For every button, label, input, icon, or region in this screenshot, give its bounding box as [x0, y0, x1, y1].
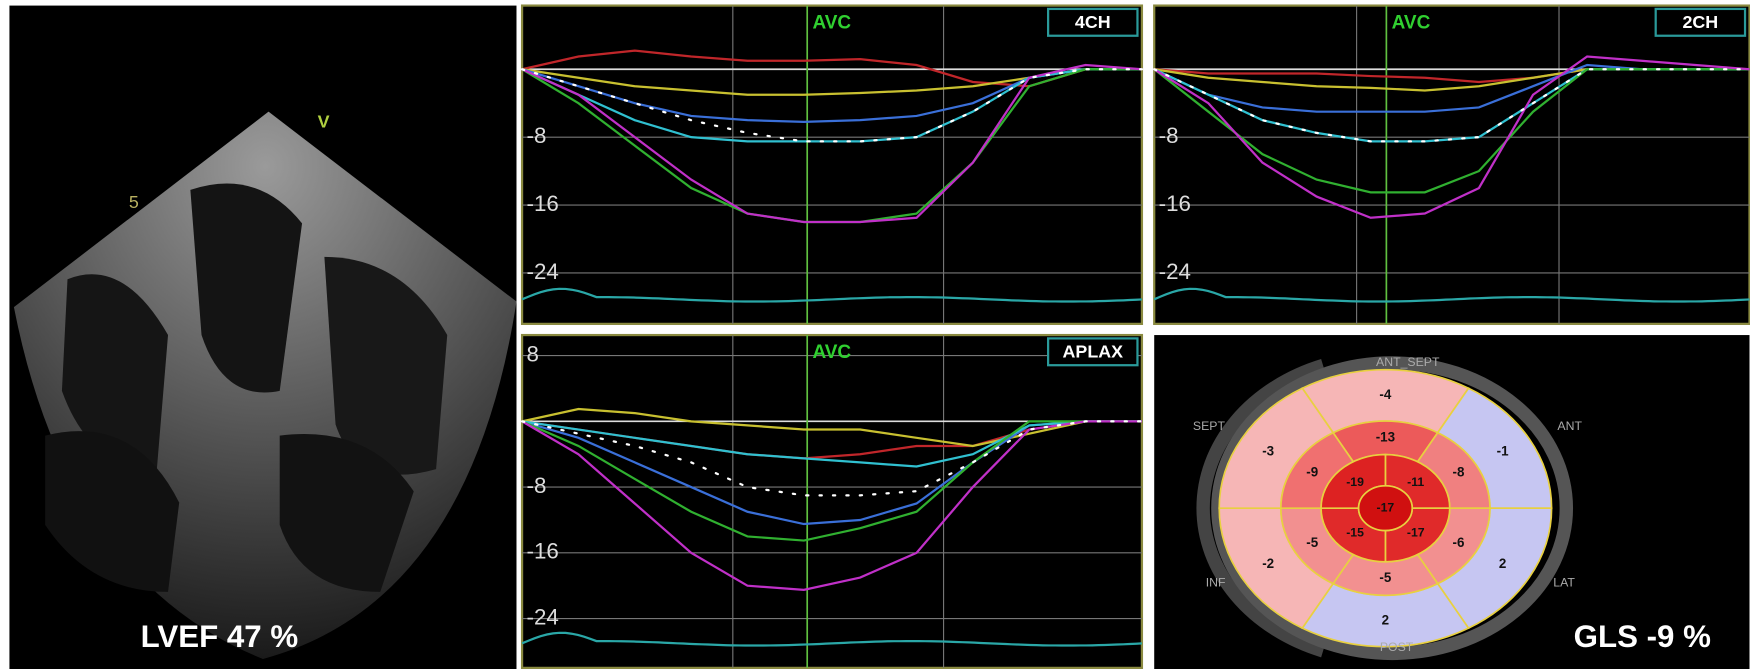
segment-value: -5 [1306, 535, 1318, 550]
view-label-box [1046, 7, 1139, 37]
segment-name: INF [1206, 575, 1226, 589]
y-tick-label: -16 [527, 191, 559, 216]
avc-annotation: AVC [812, 342, 851, 363]
segment-name: SEPT [1193, 419, 1226, 433]
segment-value: -11 [1407, 475, 1424, 489]
ecg-trace [521, 631, 1142, 647]
strain-curve [1153, 68, 1750, 194]
strain-curve [521, 420, 1142, 591]
y-tick-label: -8 [1159, 123, 1179, 148]
strain-curve [520, 68, 1144, 143]
avc-annotation: AVC [1392, 12, 1431, 33]
y-tick-label: -24 [1159, 259, 1191, 284]
echo-chamber [190, 183, 303, 393]
plot-background [1153, 4, 1750, 326]
view-label-box [1046, 337, 1139, 367]
strain-curve [521, 407, 1142, 448]
ecg-trace [521, 287, 1142, 303]
segment-value: -17 [1377, 500, 1395, 514]
y-tick-label: -16 [527, 539, 559, 564]
segment-value: 2 [1382, 613, 1389, 628]
segment-name: ANT [1557, 419, 1582, 433]
segment-value: -4 [1379, 387, 1391, 402]
y-tick-label: -24 [527, 259, 559, 284]
plot-background [520, 4, 1144, 326]
view-label: 4CH [1075, 12, 1111, 32]
depth-mark: 5 [129, 192, 139, 212]
segment-name: ANT_SEPT [1376, 355, 1440, 369]
avc-annotation: AVC [812, 12, 851, 33]
strain-curve [521, 63, 1143, 224]
gls-caption: GLS -9 % [1574, 619, 1711, 654]
segment-value: -2 [1262, 556, 1274, 571]
strain-curve [1153, 68, 1750, 143]
segment-value: -3 [1262, 443, 1274, 458]
orientation-marker: V [318, 112, 330, 132]
view-label: 2CH [1682, 12, 1718, 32]
echo-chamber [324, 256, 448, 475]
echo-chamber [45, 431, 180, 592]
view-label: APLAX [1063, 342, 1124, 362]
lvef-caption: LVEF 47 % [141, 619, 299, 654]
y-tick-label: -8 [527, 123, 547, 148]
plot-background [520, 333, 1144, 669]
segment-value: -13 [1376, 429, 1395, 444]
strain-curve [520, 420, 1144, 497]
echo-chamber [61, 274, 169, 470]
ecg-trace [1153, 287, 1750, 303]
view-label-box [1654, 7, 1747, 37]
bullseye-shadow-ring [1196, 359, 1326, 658]
echo-chamber [279, 433, 414, 592]
strain-curve [521, 420, 1142, 468]
bullseye-ring [1211, 356, 1574, 661]
segment-name: LAT [1553, 575, 1575, 589]
strain-curve [521, 420, 1142, 542]
segment-value: -5 [1379, 570, 1391, 585]
strain-curve [1153, 55, 1750, 219]
segment-name: POST [1380, 640, 1414, 654]
segment-value: -1 [1497, 443, 1509, 458]
segment-value: -17 [1407, 526, 1425, 540]
apex-segment [1357, 484, 1414, 532]
y-tick-label: -24 [527, 604, 559, 629]
segment-value: -19 [1346, 475, 1364, 489]
y-tick-label: -16 [1159, 191, 1191, 216]
segment-value: -8 [1453, 465, 1465, 480]
segment-value: -6 [1453, 535, 1465, 550]
y-tick-label: 8 [527, 342, 539, 367]
segment-value: -15 [1346, 526, 1364, 540]
segment-value: -9 [1306, 465, 1318, 480]
y-tick-label: -8 [527, 473, 547, 498]
segment-value: 2 [1499, 556, 1506, 571]
